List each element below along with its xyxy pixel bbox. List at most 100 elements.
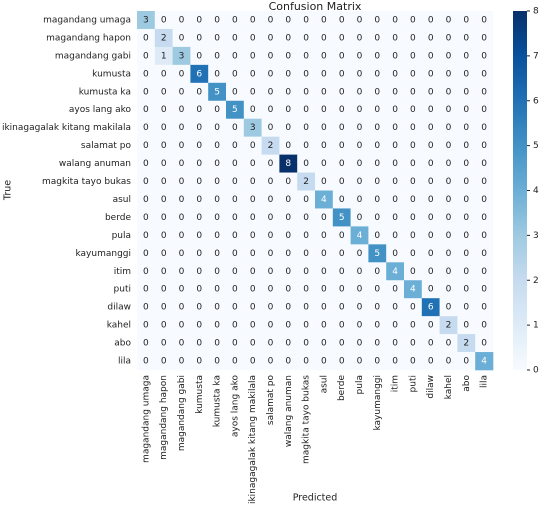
cell-label: 0 <box>285 321 291 331</box>
cell-label: 0 <box>357 303 363 313</box>
cell <box>137 154 156 173</box>
cell-label: 0 <box>268 285 274 295</box>
cell <box>368 352 387 371</box>
cell-label: 6 <box>428 303 434 313</box>
x-tick-label: walang anuman <box>284 375 294 447</box>
cell-label: 0 <box>339 69 345 79</box>
cell-label: 0 <box>303 267 309 277</box>
cell <box>261 11 280 30</box>
cell-label: 0 <box>179 159 185 169</box>
cell <box>137 190 156 209</box>
cell <box>279 334 298 353</box>
cell-label: 0 <box>303 321 309 331</box>
cell <box>350 316 369 335</box>
cell <box>261 172 280 191</box>
cell-label: 0 <box>303 33 309 43</box>
cell-label: 0 <box>214 249 220 259</box>
cell-label: 0 <box>179 267 185 277</box>
cell-label: 0 <box>161 303 167 313</box>
cell <box>315 334 334 353</box>
cell <box>190 118 209 137</box>
cell-label: 0 <box>392 69 398 79</box>
cell <box>368 46 387 66</box>
cell-label: 0 <box>410 159 416 169</box>
cell-label: 0 <box>374 159 380 169</box>
cell-label: 0 <box>143 141 149 151</box>
cell <box>350 172 369 191</box>
cell <box>261 226 280 245</box>
cell-label: 0 <box>481 177 487 187</box>
cell <box>154 280 173 299</box>
cell <box>279 11 298 30</box>
cell <box>154 298 173 317</box>
cell <box>172 172 191 191</box>
cell <box>386 352 405 371</box>
cell <box>350 118 369 137</box>
cell <box>350 100 369 119</box>
cell <box>243 11 262 30</box>
cell-label: 0 <box>374 339 380 349</box>
cell <box>297 154 316 173</box>
cell-label: 0 <box>392 105 398 115</box>
cell-label: 0 <box>250 339 256 349</box>
cell <box>404 172 423 191</box>
cell-label: 0 <box>161 195 167 205</box>
cell-label: 0 <box>143 285 149 295</box>
cell <box>297 136 316 155</box>
cell <box>208 316 227 335</box>
cell-label: 6 <box>196 69 202 79</box>
cell <box>208 172 227 191</box>
cell-label: 0 <box>428 195 434 205</box>
cell <box>190 316 209 335</box>
cell <box>297 352 316 371</box>
cell <box>350 226 369 245</box>
cell-label: 0 <box>357 249 363 259</box>
cell-label: 0 <box>161 249 167 259</box>
cell <box>386 11 405 30</box>
cell <box>315 11 334 30</box>
cell <box>243 316 262 335</box>
cell-label: 0 <box>268 303 274 313</box>
cell <box>475 316 494 335</box>
cell <box>421 136 440 155</box>
cell-label: 4 <box>481 357 487 367</box>
cell <box>315 28 334 48</box>
cell <box>208 100 227 119</box>
cell <box>439 64 458 84</box>
cell-label: 4 <box>357 231 363 241</box>
cell <box>261 208 280 227</box>
cell <box>421 118 440 137</box>
cell <box>137 262 156 281</box>
cell <box>421 11 440 30</box>
cell-label: 0 <box>250 267 256 277</box>
cell <box>190 172 209 191</box>
cell <box>368 280 387 299</box>
cell <box>172 226 191 245</box>
cell <box>315 172 334 191</box>
cell-label: 0 <box>357 105 363 115</box>
cell <box>475 262 494 281</box>
cell-label: 0 <box>446 177 452 187</box>
cell-label: 0 <box>232 231 238 241</box>
cell <box>279 316 298 335</box>
cell-label: 0 <box>232 195 238 205</box>
cell <box>172 280 191 299</box>
cell <box>243 46 262 66</box>
cell-label: 0 <box>339 51 345 61</box>
cell-label: 0 <box>410 69 416 79</box>
cell <box>208 190 227 209</box>
cell-label: 0 <box>339 267 345 277</box>
cell-label: 0 <box>321 213 327 223</box>
cell <box>404 82 423 102</box>
cell-label: 0 <box>321 105 327 115</box>
cell-label: 0 <box>250 303 256 313</box>
cell <box>137 226 156 245</box>
cell-label: 0 <box>339 321 345 331</box>
cell-label: 0 <box>410 177 416 187</box>
cell-label: 0 <box>214 177 220 187</box>
cell <box>297 334 316 353</box>
cell <box>421 244 440 263</box>
cell <box>332 154 351 173</box>
cell <box>350 64 369 84</box>
cell <box>350 28 369 48</box>
